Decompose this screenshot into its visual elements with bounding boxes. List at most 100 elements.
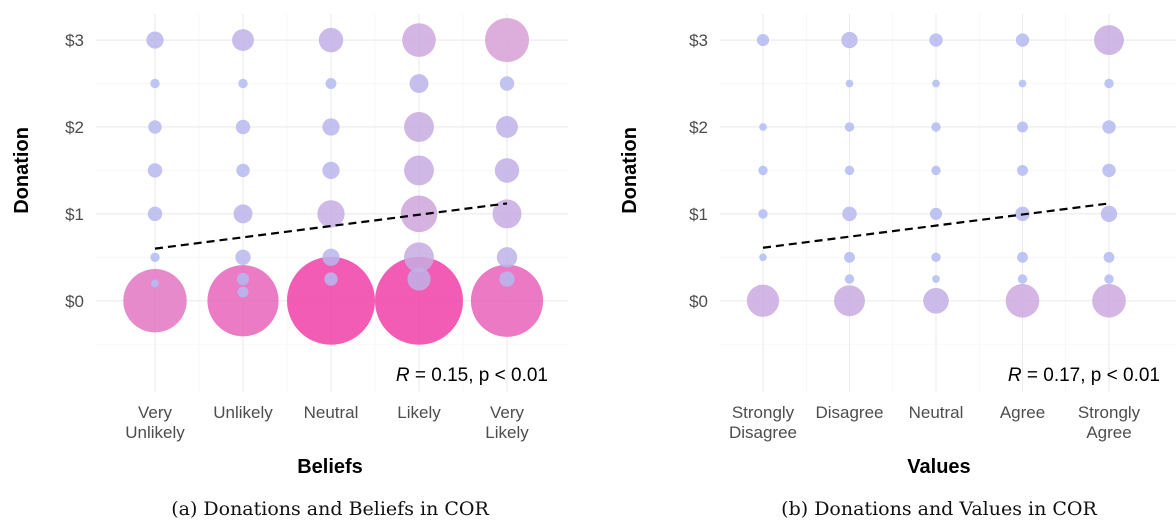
data-point (758, 209, 768, 219)
x-tick-label: Neutral (304, 403, 359, 422)
data-point (1017, 274, 1028, 284)
data-point (1017, 121, 1028, 133)
data-point (123, 269, 187, 333)
x-tick-label: Neutral (909, 403, 964, 422)
data-point (150, 252, 160, 263)
data-point (146, 31, 164, 49)
x-tick-label: Strongly Agree (1078, 403, 1141, 442)
data-point (485, 18, 529, 63)
data-point (148, 120, 162, 134)
x-axis-title: Beliefs (297, 456, 363, 478)
data-point (842, 206, 857, 222)
correlation-annotation: R = 0.15, p < 0.01 (396, 365, 548, 386)
x-tick-label: Unlikely (213, 403, 273, 422)
y-tick-label: $2 (65, 118, 84, 137)
data-point (746, 284, 780, 317)
x-tick-label: Very Unlikely (125, 403, 185, 442)
data-point (496, 247, 518, 268)
data-point (1102, 163, 1116, 178)
data-point (492, 199, 522, 229)
data-point (402, 23, 436, 57)
data-point (236, 272, 250, 286)
trend-line (154, 202, 508, 250)
y-tick-label: $0 (689, 292, 708, 311)
data-point (322, 161, 340, 180)
data-point (499, 271, 515, 287)
data-point (1102, 120, 1116, 134)
grid (720, 14, 1176, 392)
data-point (147, 163, 163, 178)
correlation-annotation: R = 0.17, p < 0.01 (1008, 365, 1160, 386)
data-point (409, 74, 429, 93)
x-tick-label: Disagree (815, 403, 883, 422)
y-tick-label: $3 (65, 31, 84, 50)
data-point (931, 252, 941, 263)
data-point (931, 165, 941, 176)
data-point (1104, 274, 1114, 284)
data-point (932, 79, 940, 88)
data-point (470, 264, 544, 337)
data-point (844, 274, 855, 284)
data-point (494, 158, 520, 183)
data-point (235, 119, 251, 135)
data-point (322, 118, 340, 136)
data-point (923, 287, 949, 314)
data-point (375, 256, 463, 345)
y-tick-label: $3 (689, 31, 708, 50)
data-point (844, 165, 855, 176)
data-point (841, 31, 858, 49)
y-tick-label: $2 (689, 118, 708, 137)
data-point (1103, 251, 1115, 263)
x-tick-label: Agree (1000, 403, 1045, 422)
data-point (235, 249, 251, 266)
data-point (238, 78, 248, 89)
figure-caption: (b) Donations and Values in COR (781, 498, 1097, 520)
data-point (147, 206, 163, 222)
data-point (1017, 164, 1028, 176)
data-point (1015, 33, 1030, 47)
data-point (1094, 25, 1124, 56)
data-point (325, 78, 337, 89)
data-point (845, 79, 854, 88)
data-point (236, 163, 250, 178)
data-point (151, 279, 159, 288)
y-axis-title: Donation (619, 127, 641, 214)
x-axis-title: Values (907, 456, 970, 478)
chart-beliefs: $0 $1 $2 $3 Very Unlikely Unlikely Neutral Likel… (11, 14, 568, 520)
y-tick-label: $0 (65, 292, 84, 311)
data-point (404, 155, 434, 186)
data-point (322, 248, 340, 266)
data-point (1018, 79, 1027, 88)
data-point (237, 286, 249, 298)
x-tick-label: Very Likely (485, 403, 529, 442)
data-point (844, 122, 855, 132)
points (123, 18, 544, 345)
data-point (929, 33, 943, 47)
data-point (496, 116, 518, 138)
y-tick-label: $1 (65, 205, 84, 224)
data-point (324, 272, 338, 286)
data-point (287, 256, 375, 345)
x-tick-label: Likely (397, 403, 441, 422)
data-point (1005, 283, 1040, 318)
data-point (404, 112, 434, 142)
data-point (404, 242, 434, 273)
data-point (758, 165, 768, 176)
data-point (318, 27, 344, 53)
y-tick-label: $1 (689, 205, 708, 224)
data-point (232, 29, 254, 51)
data-point (150, 78, 160, 89)
data-point (207, 265, 279, 337)
data-point (932, 275, 940, 283)
data-point (929, 207, 943, 220)
data-point (756, 33, 770, 47)
x-tick-label: Strongly Disagree (729, 403, 797, 442)
data-point (1104, 78, 1114, 89)
data-point (233, 204, 253, 224)
data-point (317, 200, 345, 228)
data-point (1017, 251, 1028, 263)
chart-values: $0 $1 $2 $3 Strongly Disagree Disagree Neutral A… (619, 14, 1176, 520)
data-point (834, 285, 865, 317)
data-point (844, 251, 855, 263)
